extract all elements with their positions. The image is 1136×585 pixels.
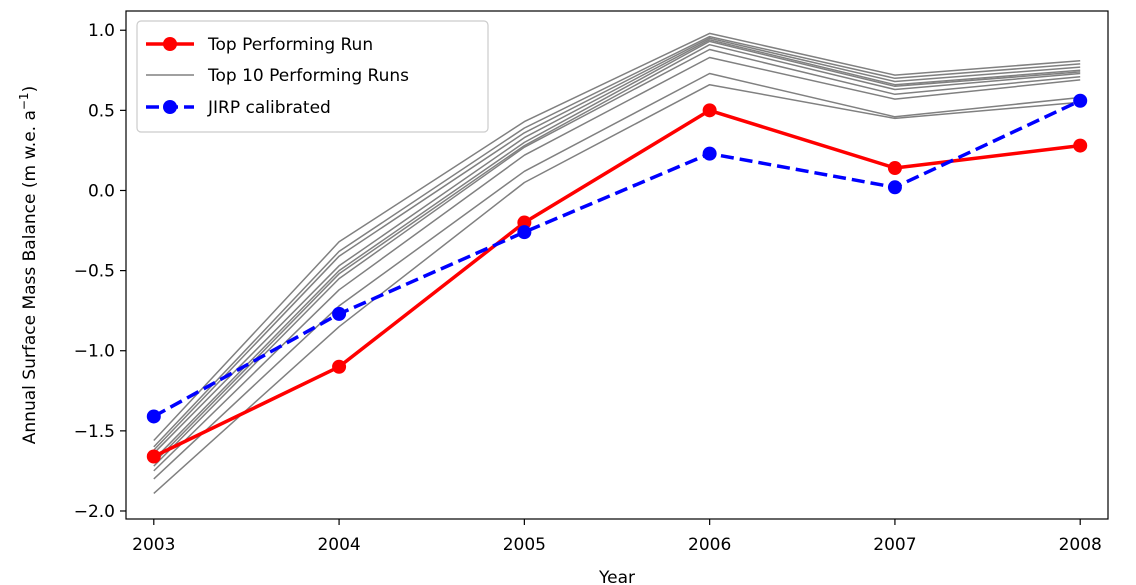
- y-tick-label-3: −0.5: [74, 262, 115, 282]
- main-series-group: [146, 93, 1088, 464]
- top-10-run-line-4: [153, 48, 1081, 467]
- jirp-calibrated-point-2006: [702, 146, 717, 161]
- top-10-run-line-2: [153, 72, 1081, 480]
- x-axis-title: Year: [598, 568, 635, 585]
- top-10-run-line-7: [153, 39, 1081, 454]
- legend-label-top-10-runs: Top 10 Performing Runs: [207, 66, 409, 86]
- plot-frame: [125, 10, 1109, 520]
- ticks-group: 2003 2004 2005 2006 2007 2008 −2.0 −1.5 −1.0 −0.5…: [74, 21, 1102, 555]
- jirp-calibrated-point-2004: [332, 306, 347, 321]
- jirp-calibrated-point-2008: [1073, 93, 1088, 108]
- top-performing-run-point-2003: [146, 449, 161, 464]
- y-axis-title-main: Annual Surface Mass Balance (m w.e. a: [20, 110, 40, 444]
- y-tick-label-4: 0.0: [88, 181, 115, 201]
- legend-marker-jirp-calibrated: [163, 100, 177, 114]
- legend-box: [136, 20, 489, 133]
- top-10-run-line-5: [153, 43, 1081, 464]
- top-10-run-line-8: [153, 37, 1081, 451]
- y-tick-label-6: 1.0: [88, 21, 115, 41]
- top-performing-run-point-2007: [887, 161, 902, 176]
- y-axis-title-suffix: ): [20, 86, 40, 93]
- jirp-calibrated-line: [152, 99, 1081, 418]
- axes-group: [125, 10, 1109, 520]
- legend-label-jirp-calibrated: JIRP calibrated: [207, 98, 331, 118]
- legend-marker-top-performing-run: [163, 37, 177, 51]
- x-tick-label-2008: 2008: [1059, 535, 1102, 555]
- y-axis-title-superscript: −1: [17, 92, 31, 110]
- x-tick-label-2003: 2003: [132, 535, 175, 555]
- top-performing-run-point-2006: [702, 103, 717, 118]
- top-10-run-line-6: [153, 40, 1081, 461]
- top-10-runs-group: [153, 32, 1081, 494]
- x-tick-label-2004: 2004: [317, 535, 360, 555]
- y-tick-label-0: −2.0: [74, 502, 115, 522]
- x-tick-label-2006: 2006: [688, 535, 731, 555]
- top-performing-run-point-2008: [1073, 138, 1088, 153]
- x-tick-label-2007: 2007: [873, 535, 916, 555]
- jirp-calibrated-point-2007: [887, 180, 902, 195]
- jirp-calibrated-point-2005: [517, 225, 532, 240]
- legend-label-top-performing-run: Top Performing Run: [207, 35, 373, 55]
- top-performing-run-line: [153, 108, 1081, 459]
- top-10-run-line-3: [153, 56, 1081, 472]
- y-tick-label-2: −1.0: [74, 342, 115, 362]
- top-performing-run-point-2005: [517, 215, 532, 230]
- top-10-run-line-10: [153, 32, 1081, 442]
- top-performing-run-point-2004: [332, 359, 347, 374]
- top-10-run-line-9: [153, 35, 1081, 448]
- y-axis-title: Annual Surface Mass Balance (m w.e. a−1): [17, 86, 40, 444]
- top-10-run-line-1: [153, 83, 1081, 494]
- legend: Top Performing Run Top 10 Performing Runs…: [136, 20, 489, 133]
- y-tick-label-1: −1.5: [74, 422, 115, 442]
- x-tick-label-2005: 2005: [503, 535, 546, 555]
- y-tick-label-5: 0.5: [88, 101, 115, 121]
- jirp-calibrated-point-2003: [146, 409, 161, 424]
